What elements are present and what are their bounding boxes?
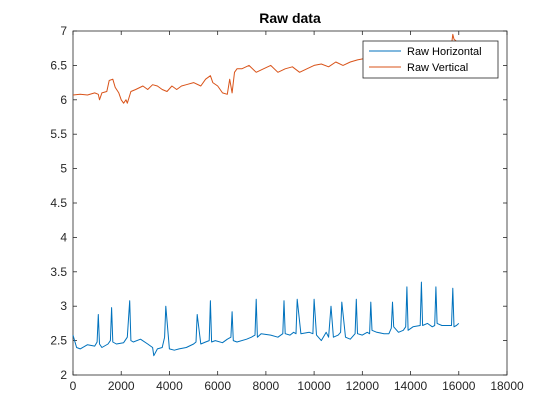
- x-tick-label: 10000: [297, 379, 331, 393]
- x-tick-label: 12000: [346, 379, 380, 393]
- y-tick-label: 6: [60, 93, 67, 107]
- x-tick-label: 0: [70, 379, 77, 393]
- x-tick-label: 2000: [108, 379, 135, 393]
- plot-frame: [72, 30, 508, 376]
- y-tick-label: 5.5: [50, 127, 67, 141]
- legend-box: [362, 40, 499, 79]
- chart-title: Raw data: [259, 10, 321, 26]
- y-tick-label: 3.5: [50, 265, 67, 279]
- y-tick-label: 3: [60, 299, 67, 313]
- x-tick-label: 14000: [394, 379, 428, 393]
- y-tick-label: 2.5: [50, 334, 67, 348]
- x-tick-label: 8000: [253, 379, 280, 393]
- y-tick-label: 2: [60, 368, 67, 382]
- x-tick-label: 4000: [156, 379, 183, 393]
- legend[interactable]: Raw Horizontal Raw Vertical: [362, 40, 499, 79]
- plot-area: [72, 30, 508, 376]
- y-tick-label: 6.5: [50, 58, 67, 72]
- x-tick-label: 18000: [490, 379, 524, 393]
- series-line-0: [72, 281, 460, 357]
- x-tick-label: 16000: [442, 379, 476, 393]
- legend-label: Raw Vertical: [407, 62, 468, 74]
- y-tick-label: 5: [60, 162, 67, 176]
- y-tick-label: 4: [60, 230, 67, 244]
- x-tick-label: 6000: [204, 379, 231, 393]
- y-tick-label: 4.5: [50, 196, 67, 210]
- legend-label: Raw Horizontal: [407, 46, 482, 58]
- y-axis: 2 2.5 3 3.5 4 4.5 5 5.5 6 6.5 7: [50, 24, 507, 382]
- x-axis: 0 2000 4000 6000 8000 10000 12000 14000 16000 180…: [70, 31, 524, 393]
- y-tick-label: 7: [60, 24, 67, 38]
